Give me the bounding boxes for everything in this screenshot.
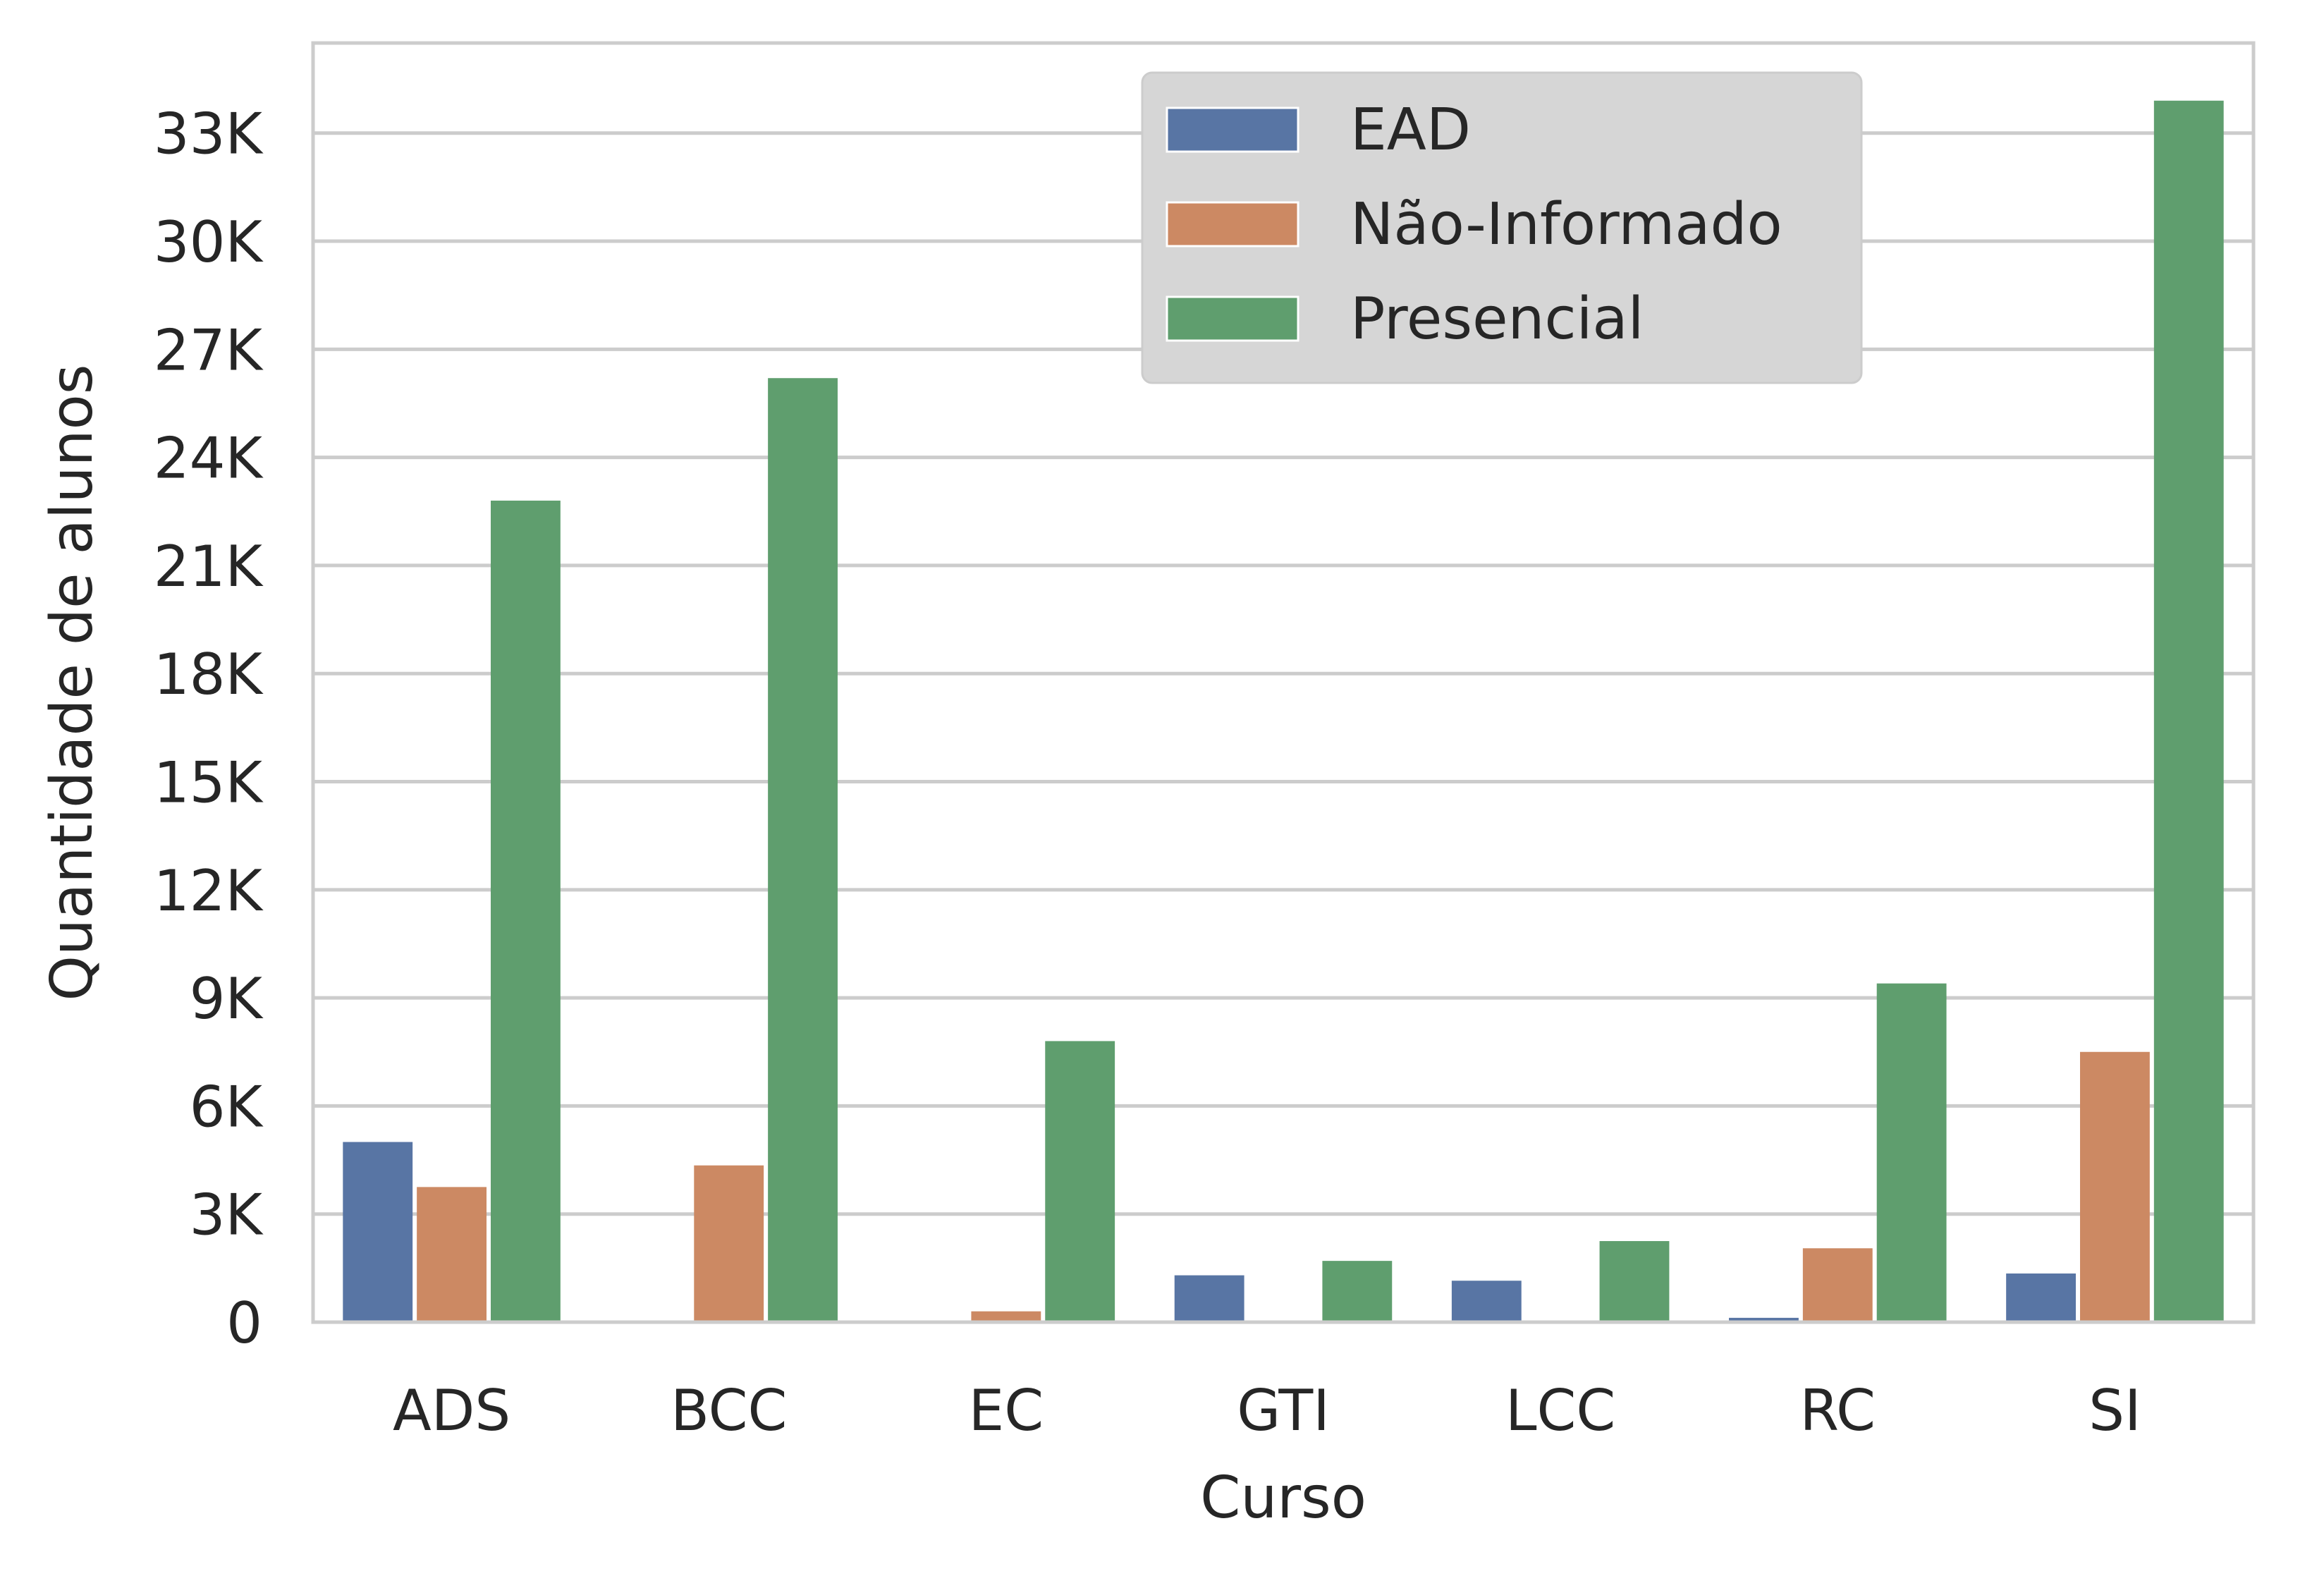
y-tick-label: 33K — [154, 102, 264, 167]
x-tick-label: ADS — [393, 1378, 510, 1443]
bar-lcc-2 — [1599, 1241, 1670, 1322]
x-tick-label: BCC — [671, 1378, 787, 1443]
legend-swatch — [1166, 201, 1299, 248]
plot-frame — [311, 41, 2256, 1324]
bar-si-0 — [2006, 1273, 2077, 1322]
x-axis-ticks: ADS BCC EC GTI LCC RC SI — [393, 1378, 2141, 1443]
legend-label: EAD — [1350, 97, 1471, 164]
bar-lcc-0 — [1451, 1281, 1522, 1322]
legend-label: Presencial — [1350, 286, 1644, 353]
bar-ads-1 — [417, 1187, 487, 1322]
bar-gti-2 — [1322, 1261, 1393, 1322]
legend: EAD Não-Informado Presencial — [1141, 71, 1863, 384]
legend-box — [1141, 71, 1863, 384]
x-tick-label: LCC — [1505, 1378, 1615, 1443]
y-tick-label: 0 — [226, 1290, 262, 1356]
y-tick-label: 24K — [154, 426, 264, 491]
legend-label: Não-Informado — [1350, 191, 1782, 258]
bar-ads-2 — [490, 500, 561, 1322]
y-tick-label: 6K — [190, 1074, 264, 1140]
bar-rc-1 — [1802, 1248, 1873, 1322]
y-axis-ticks: 0 3K 6K 9K 12K 15K 18K 21K 24K 27K 30K 33K — [154, 102, 264, 1356]
x-axis-label: Curso — [1200, 1465, 1366, 1532]
legend-swatch — [1166, 106, 1299, 153]
bar-si-2 — [2153, 100, 2224, 1322]
x-tick-label: RC — [1800, 1378, 1876, 1443]
legend-swatch — [1166, 295, 1299, 342]
bar-gti-0 — [1174, 1275, 1244, 1322]
x-tick-label: GTI — [1237, 1378, 1330, 1443]
y-tick-label: 12K — [154, 858, 264, 924]
bar-ec-1 — [971, 1311, 1041, 1322]
y-tick-label: 9K — [190, 966, 264, 1032]
y-tick-label: 30K — [154, 209, 264, 275]
y-tick-label: 27K — [154, 317, 264, 383]
y-tick-label: 3K — [190, 1183, 264, 1248]
bar-ec-2 — [1045, 1041, 1115, 1322]
bars — [343, 100, 2224, 1322]
y-axis-label: Quantidade de alunos — [39, 365, 106, 1001]
bar-rc-2 — [1876, 983, 1947, 1322]
y-tick-label: 21K — [154, 534, 264, 599]
bar-bcc-2 — [768, 378, 838, 1322]
x-tick-label: EC — [969, 1378, 1044, 1443]
bar-si-1 — [2080, 1051, 2150, 1322]
y-tick-label: 18K — [154, 642, 264, 707]
x-tick-label: SI — [2088, 1378, 2141, 1443]
bar-ads-0 — [343, 1142, 413, 1322]
bar-bcc-1 — [694, 1165, 764, 1322]
bar-rc-0 — [1729, 1317, 1799, 1322]
y-tick-label: 15K — [154, 750, 264, 816]
